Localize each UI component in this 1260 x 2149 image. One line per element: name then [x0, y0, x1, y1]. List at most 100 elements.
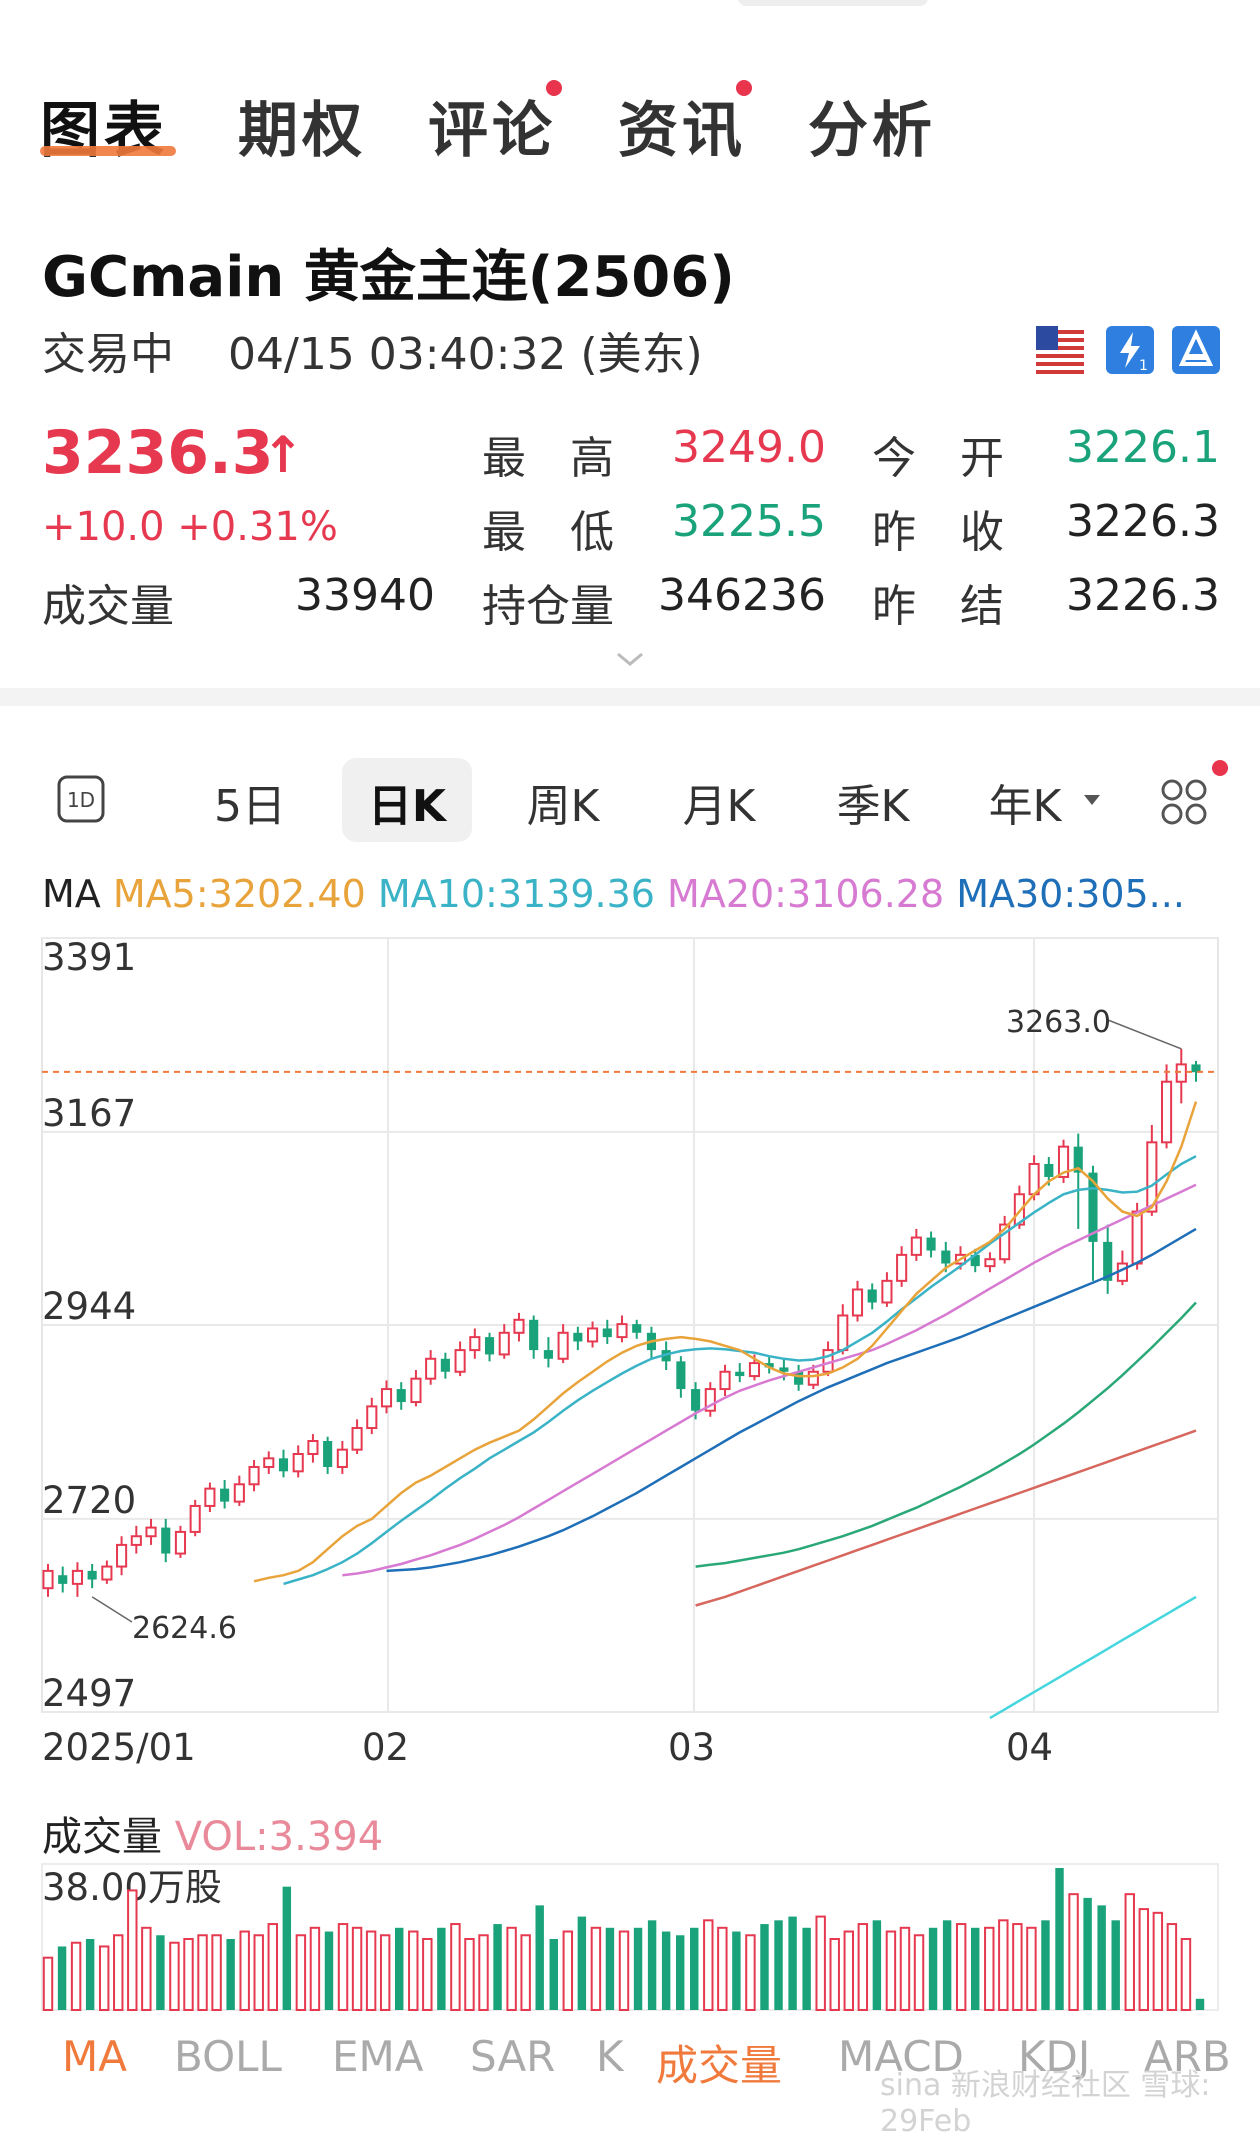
candle-body-up [1175, 1063, 1187, 1083]
candle-body-down [573, 1332, 583, 1342]
candle-body-down [632, 1324, 642, 1333]
open-value: 3226.1 [1066, 422, 1220, 473]
indicator-tab-ema[interactable]: EMA [332, 2032, 424, 2081]
volume-bar-up [1068, 1893, 1079, 2011]
x-tick-label: 02 [362, 1726, 409, 1769]
volume-bar-down [282, 1886, 292, 2010]
volume-bar-down [57, 1946, 67, 2010]
volume-bar-up [197, 1934, 208, 2012]
ma-legend: MA MA5:3202.40 MA10:3139.36 MA20:3106.28… [42, 872, 1185, 916]
volume-bar-up [703, 1919, 714, 2012]
candle-body-up [189, 1504, 201, 1533]
volume-bar-up [42, 1956, 54, 2011]
candle-body-up [719, 1370, 731, 1391]
volume-bar-up [590, 1926, 602, 2011]
candle-body-down [1073, 1146, 1083, 1173]
candle-body-up [1028, 1162, 1040, 1196]
top-drag-handle [738, 0, 928, 6]
candle-body-up [1057, 1145, 1070, 1178]
open-label: 今 开 [872, 433, 1004, 484]
comments-badge-dot [546, 80, 562, 96]
candle-body-up [1146, 1141, 1158, 1213]
volume-bar-up [169, 1941, 180, 2011]
intraday-1d-icon[interactable]: 1D [56, 774, 106, 828]
volume-bar-up [464, 1938, 475, 2011]
volume-bar-up [520, 1934, 531, 2012]
candle-body-down [941, 1250, 951, 1264]
open-interest-value: 346236 [658, 570, 826, 621]
candle-body-down [676, 1361, 686, 1390]
candle-body-down [278, 1458, 289, 1472]
svg-text:1D: 1D [67, 788, 95, 812]
candle-body-down [484, 1337, 495, 1355]
volume-bar-down [661, 1931, 671, 2010]
volume-bar-down [605, 1927, 615, 2010]
ma60-line [695, 1301, 1197, 1568]
candle-body-down [926, 1237, 936, 1251]
candle-body-down [323, 1441, 333, 1467]
low-value: 3225.5 [672, 496, 826, 547]
tab-daily-k[interactable]: 日K [367, 781, 447, 832]
low-label: 最 低 [482, 507, 614, 558]
candle-body-down [220, 1488, 230, 1502]
svg-text:1: 1 [1139, 358, 1148, 374]
high-value: 3249.0 [672, 422, 826, 473]
volume-bar-down [226, 1939, 235, 2010]
candle-body-up [307, 1440, 319, 1456]
x-tick-label: 2025/01 [42, 1726, 196, 1769]
indicator-tab-k[interactable]: K [596, 2032, 624, 2081]
prev-close-value: 3226.3 [1066, 496, 1220, 547]
candle-body-up [513, 1318, 525, 1334]
indicator-tab-kdj[interactable]: KDJ [1018, 2032, 1091, 2081]
candle-body-up [704, 1388, 716, 1412]
grid-menu-icon[interactable] [1158, 776, 1210, 832]
volume-bar-down [760, 1924, 769, 2010]
expand-chevron-icon[interactable] [614, 650, 646, 674]
tab-analysis[interactable]: 分析 [808, 96, 936, 166]
volume-bar-down [577, 1916, 587, 2010]
candle-body-up [498, 1331, 510, 1356]
high-label: 最 高 [482, 433, 614, 484]
volume-bar-down [535, 1905, 544, 2010]
volume-bar-up [955, 1923, 967, 2011]
indicator-tab-macd[interactable]: MACD [838, 2032, 964, 2081]
volume-bar-up [1124, 1893, 1135, 2011]
candle-body-down [87, 1570, 97, 1580]
indicator-tab-boll[interactable]: BOLL [174, 2032, 282, 2081]
tab-monthly-k[interactable]: 月K [682, 781, 756, 832]
tab-quarterly-k[interactable]: 季K [836, 781, 910, 832]
active-tab-underline [40, 146, 176, 156]
indicator-tab-ma[interactable]: MA [62, 2032, 127, 2081]
price-change: +10.0 +0.31% [42, 504, 338, 550]
ma250-line [989, 1595, 1197, 1720]
tab-comments[interactable]: 评论 [428, 96, 556, 166]
tab-yearly-k[interactable]: 年K [988, 781, 1062, 832]
candle-body-up [145, 1526, 157, 1538]
indicator-tab-sar[interactable]: SAR [470, 2032, 556, 2081]
yearly-dropdown-icon[interactable] [1082, 792, 1102, 811]
volume-bar-up [365, 1930, 377, 2012]
tab-news[interactable]: 资讯 [618, 96, 746, 166]
tab-weekly-k[interactable]: 周K [526, 781, 600, 832]
volume-bar-down [774, 1920, 783, 2010]
news-badge-dot [736, 80, 752, 96]
candle-body-up [174, 1530, 187, 1555]
candle-body-up [292, 1453, 304, 1473]
volume-bar-up [239, 1930, 250, 2012]
candle-body-down [529, 1319, 539, 1351]
volume-indicator-value: VOL:3.394 [174, 1814, 384, 1860]
lightning-icon[interactable]: 1 [1106, 326, 1154, 374]
indicator-tab-arb[interactable]: ARB [1144, 2032, 1231, 2081]
volume-bar-up [717, 1926, 728, 2011]
level-icon[interactable] [1172, 326, 1220, 374]
volume-bar-up [843, 1930, 854, 2012]
prev-settle-value: 3226.3 [1066, 570, 1220, 621]
tab-5day[interactable]: 5日 [214, 781, 286, 832]
tab-options[interactable]: 期权 [238, 96, 366, 166]
volume-panel-title: 成交量 VOL:3.394 [42, 1804, 383, 1862]
volume-bar-down [1097, 1905, 1106, 2010]
volume-bar-up [885, 1930, 897, 2012]
indicator-tab-volume[interactable]: 成交量 [656, 2041, 783, 2090]
volume-bar-up [70, 1941, 82, 2011]
